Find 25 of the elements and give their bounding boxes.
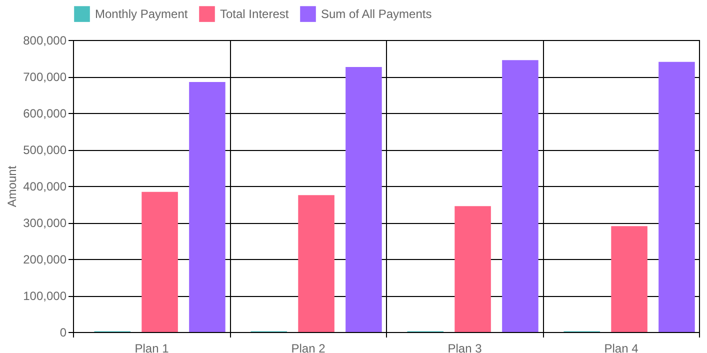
- legend-label: Monthly Payment: [95, 7, 188, 22]
- bar: [611, 226, 648, 332]
- bar: [298, 195, 334, 332]
- bar: [189, 82, 226, 332]
- legend-label: Sum of All Payments: [321, 7, 432, 22]
- x-tick-label: Plan 4: [604, 342, 639, 353]
- y-axis-title: Amount: [5, 165, 20, 208]
- y-tick-label: 500,000: [23, 143, 67, 157]
- bar: [658, 62, 695, 332]
- y-tick-label: 200,000: [23, 252, 67, 266]
- y-tick-label: 600,000: [23, 106, 67, 120]
- bar: [454, 206, 491, 332]
- x-tick-label: Plan 2: [291, 342, 326, 353]
- y-tick-label: 800,000: [23, 34, 67, 48]
- y-tick-label: 700,000: [23, 70, 67, 84]
- y-tick-label: 100,000: [23, 289, 67, 303]
- y-tick-label: 300,000: [23, 216, 67, 230]
- x-tick-label: Plan 3: [448, 342, 482, 353]
- bar: [502, 60, 538, 332]
- bar: [346, 67, 382, 332]
- x-tick-label: Plan 1: [134, 342, 170, 353]
- bar: [142, 192, 178, 332]
- y-tick-label: 0: [60, 326, 67, 340]
- legend-label: Total Interest: [220, 7, 290, 22]
- y-tick-label: 400,000: [23, 180, 67, 194]
